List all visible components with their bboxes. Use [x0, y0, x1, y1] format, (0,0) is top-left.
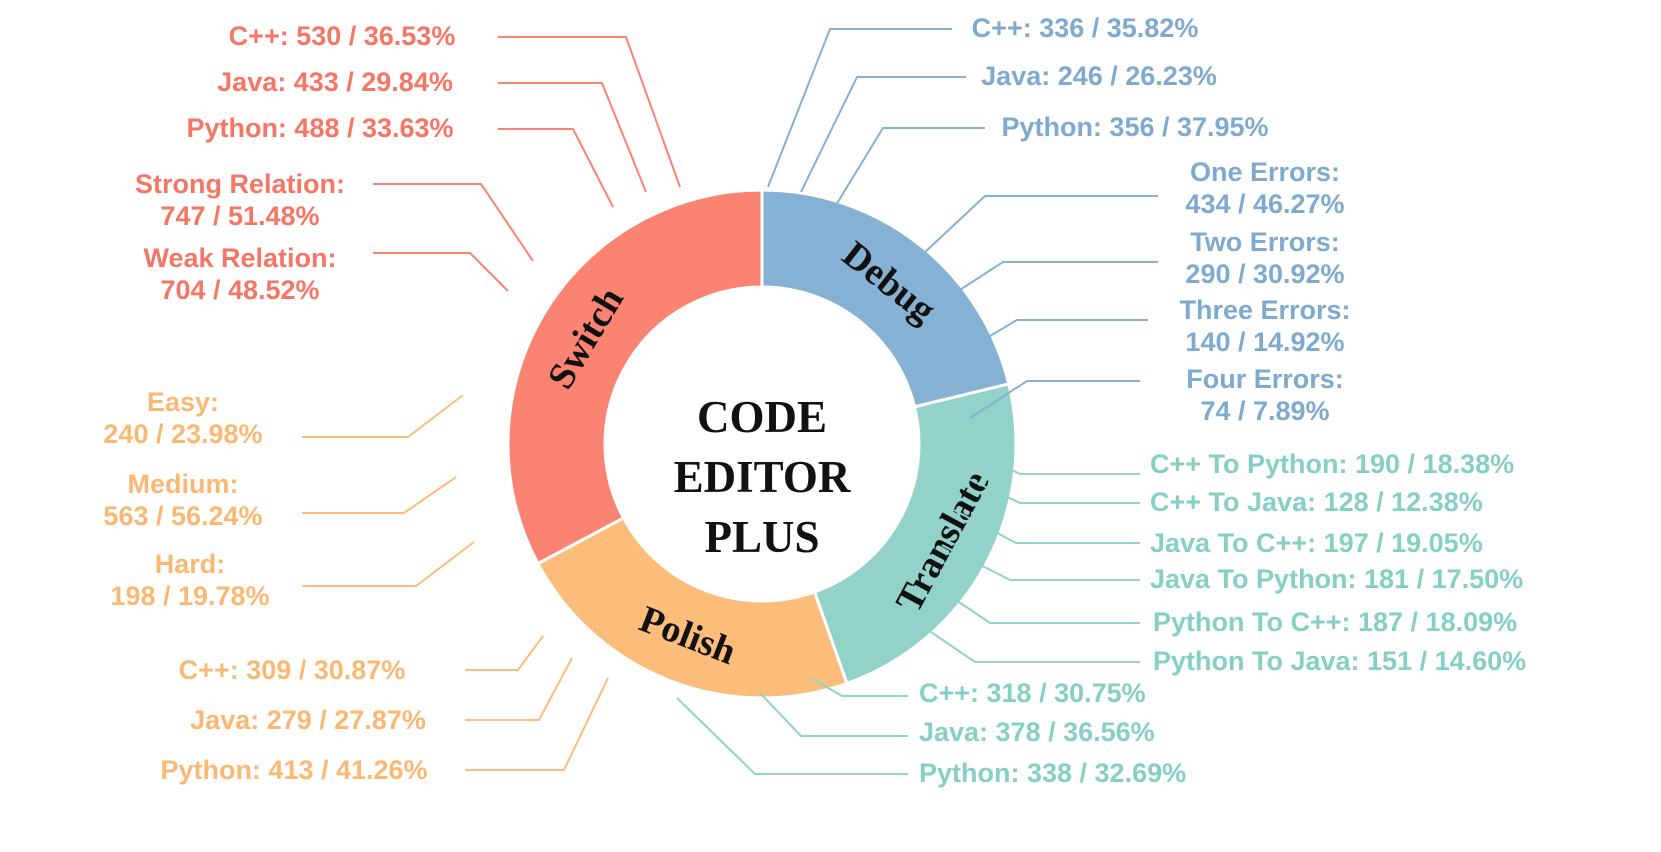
slice-translate: [812, 382, 1018, 686]
annotation-polish-5: Python: 413 / 41.26%: [160, 755, 427, 785]
annotation-polish-3: C++: 309 / 30.87%: [179, 655, 406, 685]
annotation-polish-2: Hard: 198 / 19.78%: [110, 549, 269, 611]
annotation-polish-4: Java: 279 / 27.87%: [190, 705, 426, 735]
annotation-debug-3: One Errors: 434 / 46.27%: [1185, 157, 1344, 219]
leader-line-translate-6: [810, 677, 908, 697]
annotation-debug-1: Java: 246 / 26.23%: [981, 61, 1217, 91]
center-title-line-3: PLUS: [704, 512, 819, 562]
leader-line-translate-4: [921, 576, 1140, 624]
leader-line-translate-2: [953, 509, 1140, 544]
leader-line-debug-5: [954, 319, 1148, 358]
annotation-translate-3: Java To Python: 181 / 17.50%: [1150, 564, 1523, 594]
leader-line-debug-0: [767, 28, 952, 188]
center-title-line-1: CODE: [697, 392, 827, 442]
slice-debug: [760, 188, 1011, 409]
leader-line-debug-1: [800, 76, 966, 193]
annotation-switch-0: C++: 530 / 36.53%: [229, 21, 456, 51]
leader-line-switch-4: [373, 252, 509, 292]
center-title-line-2: EDITOR: [674, 452, 851, 502]
annotation-translate-4: Python To C++: 187 / 18.09%: [1153, 607, 1517, 637]
annotation-labels: C++: 336 / 35.82% Java: 246 / 26.23% Pytho…: [103, 13, 1526, 788]
annotation-switch-3: Strong Relation: 747 / 51.48%: [135, 169, 345, 231]
leader-line-debug-2: [832, 127, 985, 211]
annotation-switch-1: Java: 433 / 29.84%: [217, 67, 453, 97]
leader-line-translate-8: [676, 697, 908, 775]
leader-lines: [302, 28, 1158, 775]
annotation-debug-5: Three Errors: 140 / 14.92%: [1179, 295, 1350, 357]
leader-line-translate-0: [962, 445, 1140, 475]
leader-line-polish-3: [465, 635, 544, 671]
leader-line-translate-5: [899, 610, 1140, 663]
leader-line-translate-1: [959, 474, 1140, 504]
leader-line-translate-3: [941, 544, 1140, 581]
leader-line-switch-3: [373, 183, 534, 262]
donut-ring: [506, 188, 1018, 700]
slice-switch: [506, 188, 764, 566]
leader-line-debug-3: [907, 195, 1158, 269]
annotation-switch-2: Python: 488 / 33.63%: [186, 113, 453, 143]
annotation-debug-0: C++: 336 / 35.82%: [972, 13, 1199, 43]
leader-line-debug-6: [969, 380, 1140, 419]
annotation-debug-2: Python: 356 / 37.95%: [1001, 112, 1268, 142]
annotation-translate-7: Java: 378 / 36.56%: [919, 717, 1155, 747]
leader-line-switch-2: [498, 128, 614, 208]
leader-line-translate-7: [759, 692, 908, 737]
leader-line-polish-5: [465, 677, 609, 771]
annotation-translate-5: Python To Java: 151 / 14.60%: [1153, 646, 1526, 676]
annotation-polish-1: Medium: 563 / 56.24%: [103, 469, 262, 531]
leader-line-polish-0: [302, 394, 464, 438]
leader-line-polish-4: [465, 657, 573, 721]
annotation-translate-2: Java To C++: 197 / 19.05%: [1150, 528, 1483, 558]
leader-line-polish-2: [302, 541, 475, 587]
annotation-debug-6: Four Errors: 74 / 7.89%: [1186, 364, 1344, 426]
annotation-translate-1: C++ To Java: 128 / 12.38%: [1150, 487, 1483, 517]
leader-line-polish-1: [302, 476, 457, 514]
leader-line-debug-4: [934, 261, 1158, 307]
slice-polish: [535, 515, 849, 700]
annotation-translate-8: Python: 338 / 32.69%: [919, 758, 1186, 788]
annotation-debug-4: Two Errors: 290 / 30.92%: [1185, 227, 1344, 289]
leader-line-switch-0: [498, 36, 681, 188]
leader-line-switch-1: [498, 82, 647, 193]
annotation-translate-6: C++: 318 / 30.75%: [919, 678, 1146, 708]
annotation-switch-4: Weak Relation: 704 / 48.52%: [143, 243, 336, 305]
annotation-translate-0: C++ To Python: 190 / 18.38%: [1150, 449, 1514, 479]
annotation-polish-0: Easy: 240 / 23.98%: [103, 387, 262, 449]
